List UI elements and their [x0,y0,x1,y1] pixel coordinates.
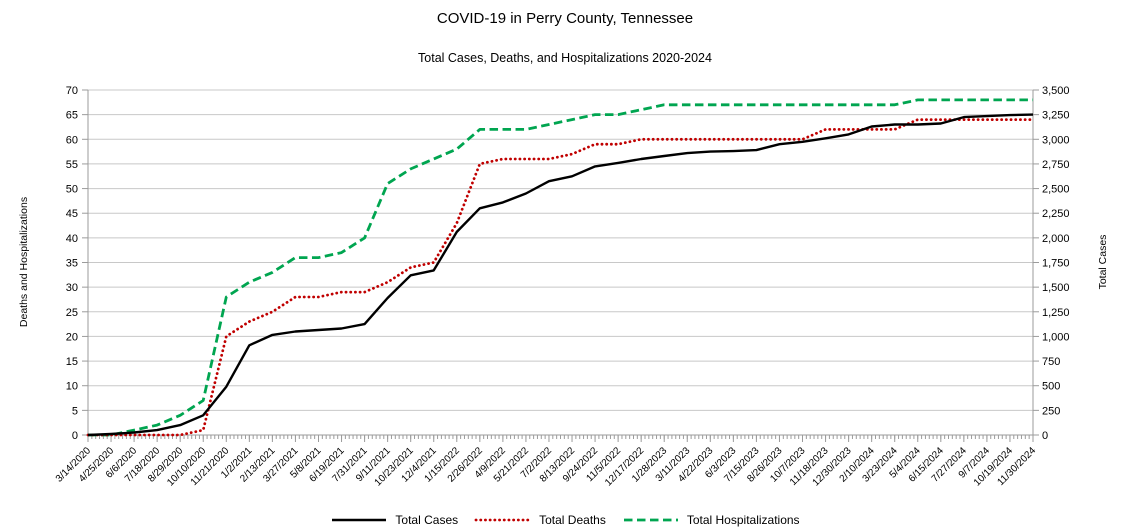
total-hospitalizations-line-swatch [623,518,678,522]
right-axis-tick-label: 250 [1042,405,1060,417]
chart-subtitle: Total Cases, Deaths, and Hospitalization… [418,51,712,65]
right-axis-tick-label: 500 [1042,381,1060,393]
left-axis-tick-label: 20 [66,331,78,343]
legend-label: Total Hospitalizations [686,513,800,527]
total-cases-line-swatch [332,518,387,522]
right-axis-tick-label: 3,500 [1042,85,1070,97]
right-axis-tick-label: 3,000 [1042,134,1070,146]
right-axis-tick-label: 750 [1042,356,1060,368]
right-axis-tick-label: 2,000 [1042,233,1070,245]
left-axis-tick-label: 50 [66,184,78,196]
left-axis-tick-label: 30 [66,282,78,294]
left-axis-tick-label: 55 [66,159,78,171]
right-axis-tick-label: 2,750 [1042,159,1070,171]
right-axis-tick-label: 1,500 [1042,282,1070,294]
legend-item-total-cases: Total Cases [330,513,458,527]
legend-item-total-deaths: Total Deaths [474,513,606,527]
legend-item-total-hospitalizations: Total Hospitalizations [622,513,800,527]
left-axis-tick-label: 15 [66,356,78,368]
chart-title: COVID-19 in Perry County, Tennessee [436,10,694,27]
left-axis-tick-label: 5 [72,405,78,417]
left-axis-tick-label: 0 [72,430,78,442]
right-axis-tick-label: 2,250 [1042,208,1070,220]
left-axis-tick-label: 60 [66,134,78,146]
total-hospitalizations-line [88,98,1033,437]
left-axis-tick-label: 40 [66,233,78,245]
legend-label: Total Deaths [539,513,606,527]
total-cases-line [87,113,1034,437]
right-axis-tick-label: 1,250 [1042,307,1070,319]
total-deaths-line [86,118,1035,437]
left-axis-tick-label: 10 [66,381,78,393]
right-axis-tick-label: 3,250 [1042,110,1070,122]
legend: Total Cases Total Deaths Total Hospitali… [0,513,1130,527]
right-axis-tick-label: 0 [1042,430,1048,442]
left-axis-tick-label: 25 [66,307,78,319]
total-deaths-line-swatch [474,518,532,522]
left-axis-tick-label: 35 [66,258,78,270]
right-axis-tick-label: 2,500 [1042,184,1070,196]
left-axis-tick-label: 70 [66,85,78,97]
left-axis-tick-label: 45 [66,208,78,220]
legend-label: Total Cases [395,513,459,527]
right-axis-tick-label: 1,750 [1042,258,1070,270]
right-axis-tick-label: 1,000 [1042,331,1070,343]
left-axis-tick-label: 65 [66,110,78,122]
